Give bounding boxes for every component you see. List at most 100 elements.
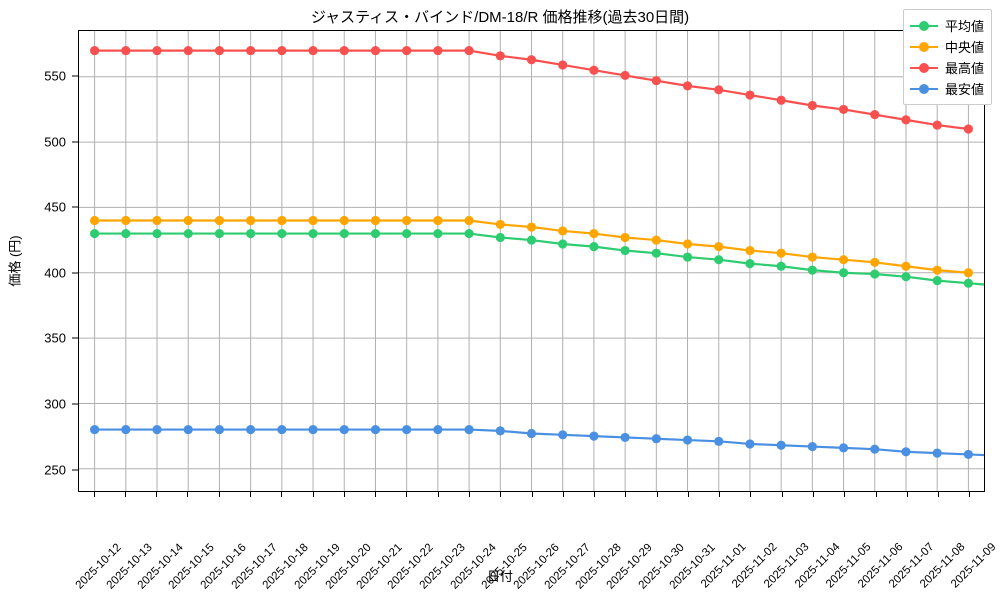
data-point	[651, 235, 661, 245]
x-axis: 2025-10-12 2025-10-13 2025-10-14 2025-10-15…	[73, 492, 999, 592]
y-axis-tick-label: 250	[44, 462, 66, 478]
y-axis-tick-mark	[72, 75, 78, 77]
chart-title: ジャスティス・バインド/DM-18/R 価格推移(過去30日間)	[310, 9, 690, 26]
data-point	[807, 441, 817, 452]
data-point	[651, 76, 661, 86]
data-point	[963, 268, 973, 278]
data-point	[714, 242, 724, 252]
data-point	[121, 228, 131, 239]
series-line	[93, 232, 984, 286]
data-point	[339, 215, 349, 226]
legend-item[interactable]: 平均値	[909, 15, 984, 36]
data-point	[963, 124, 973, 134]
data-point	[682, 252, 693, 262]
data-point	[870, 257, 880, 267]
x-axis-tick-mark	[156, 492, 158, 497]
x-axis-tick-mark	[500, 492, 502, 497]
legend-label: 最安値	[944, 82, 984, 97]
data-point	[526, 235, 537, 245]
legend-swatch	[909, 61, 938, 75]
data-point	[214, 424, 225, 435]
legend-item[interactable]: 中央値	[909, 36, 984, 57]
y-axis-tick-label: 450	[44, 199, 66, 215]
data-point	[121, 424, 131, 435]
x-axis-tick-mark	[406, 492, 408, 497]
x-axis-tick-mark	[218, 492, 220, 497]
data-point	[495, 219, 505, 229]
data-point	[620, 70, 630, 81]
data-point	[246, 215, 256, 226]
data-point	[558, 239, 568, 249]
grid-lines	[79, 31, 984, 491]
data-point	[495, 232, 505, 243]
legend-swatch	[909, 82, 938, 96]
x-axis-tick-mark	[531, 492, 533, 497]
x-axis-tick-mark	[656, 492, 658, 497]
x-axis-tick-mark	[969, 492, 971, 497]
data-point	[714, 85, 724, 95]
data-point	[838, 443, 849, 453]
y-axis-tick-mark	[72, 141, 78, 143]
data-point	[308, 424, 318, 435]
data-point	[620, 245, 630, 256]
data-point	[745, 259, 755, 269]
data-point	[776, 95, 786, 105]
data-point	[495, 426, 505, 436]
data-point	[682, 81, 693, 91]
data-point	[183, 228, 193, 239]
data-point	[370, 46, 381, 56]
data-point	[308, 228, 318, 239]
legend-item[interactable]: 最安値	[909, 78, 984, 99]
data-point	[558, 60, 568, 70]
data-point	[214, 215, 225, 226]
data-point	[745, 245, 755, 256]
data-point	[526, 55, 537, 65]
data-point	[308, 46, 318, 56]
data-point	[214, 228, 225, 239]
x-axis-tick-mark	[781, 492, 783, 497]
data-point	[714, 436, 724, 446]
data-point	[526, 428, 537, 439]
x-axis-label: 日付	[486, 569, 513, 584]
data-point	[495, 51, 505, 61]
legend-label: 中央値	[944, 40, 984, 55]
y-axis-label: 価格 (円)	[7, 235, 23, 287]
data-point	[90, 215, 100, 226]
y-axis-tick-mark	[72, 337, 78, 339]
data-point	[589, 242, 599, 252]
legend-label: 最高値	[944, 61, 984, 76]
x-axis-tick-mark	[343, 492, 345, 497]
data-point	[464, 46, 474, 56]
data-point	[589, 431, 599, 441]
data-point	[370, 228, 381, 239]
x-axis-tick-mark	[375, 492, 377, 497]
data-point	[402, 215, 412, 226]
data-point	[339, 46, 349, 56]
legend: 平均値中央値最高値最安値	[902, 9, 992, 105]
legend-marker-icon	[918, 41, 929, 52]
series-lines	[90, 46, 984, 459]
x-axis-tick-mark	[250, 492, 252, 497]
legend-item[interactable]: 最高値	[909, 57, 984, 78]
data-point	[901, 261, 911, 271]
x-axis-tick-mark	[812, 492, 814, 497]
data-point	[152, 228, 162, 239]
data-point	[932, 448, 942, 458]
x-axis-tick-mark	[468, 492, 470, 497]
data-point	[370, 424, 381, 435]
data-point	[682, 239, 693, 249]
data-point	[870, 269, 880, 279]
data-point	[339, 424, 349, 435]
data-point	[433, 215, 443, 226]
data-point	[277, 215, 287, 226]
data-point	[90, 228, 100, 239]
data-point	[682, 435, 693, 445]
data-point	[246, 424, 256, 435]
y-axis-tick-label: 500	[44, 134, 66, 150]
data-point	[870, 110, 880, 120]
data-point	[745, 90, 755, 100]
data-point	[90, 46, 100, 56]
data-point	[620, 232, 630, 243]
x-axis-tick-mark	[594, 492, 596, 497]
data-point	[90, 424, 100, 435]
